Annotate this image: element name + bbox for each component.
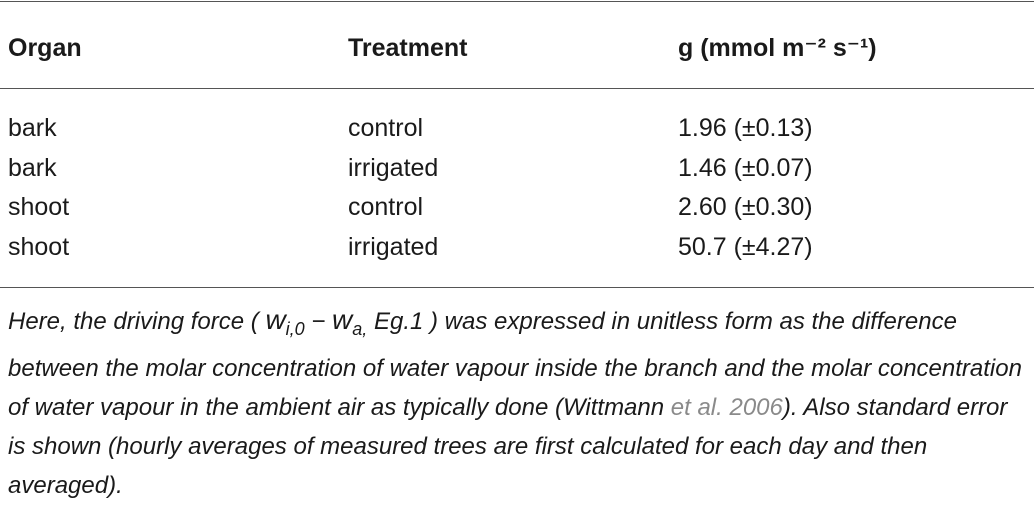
top-rule (0, 1, 1034, 2)
text: Eg.1 (367, 308, 424, 335)
table-cell: shoot (8, 193, 70, 221)
symbol: w (265, 304, 286, 335)
table-cell: 1.46 (±0.07) (678, 153, 813, 182)
header-cell: Treatment (348, 34, 468, 62)
symbol: w (332, 304, 353, 335)
table-cell: control (348, 193, 424, 221)
subscript: a, (352, 318, 368, 339)
table-cell: irrigated (348, 153, 439, 182)
header-cell: Organ (8, 34, 82, 62)
table-cell: control (348, 114, 424, 142)
subscript: i,0 (285, 318, 305, 339)
text: ) was expressed in unitless form as the … (8, 308, 1022, 421)
table-cell: shoot (8, 232, 70, 261)
bottom-rule (0, 287, 1034, 288)
text: − (304, 308, 333, 335)
table-cell: bark (8, 114, 57, 142)
table-cell: 50.7 (±4.27) (678, 232, 813, 261)
text: ). Also standard error is shown (hourly … (8, 393, 1008, 499)
header-cell: g (mmol m⁻² s⁻¹) (678, 34, 877, 62)
table-cell: irrigated (348, 232, 439, 261)
table-cell: bark (8, 153, 57, 182)
footnote: Here, the driving force ( wi,0 − wa, Eg.… (8, 300, 1030, 505)
text: Here, the driving force ( (8, 308, 266, 335)
table-cell: 2.60 (±0.30) (678, 193, 813, 221)
citation-link[interactable]: et al. 2006 (670, 393, 783, 421)
header-rule (0, 88, 1034, 89)
table-cell: 1.96 (±0.13) (678, 114, 813, 142)
